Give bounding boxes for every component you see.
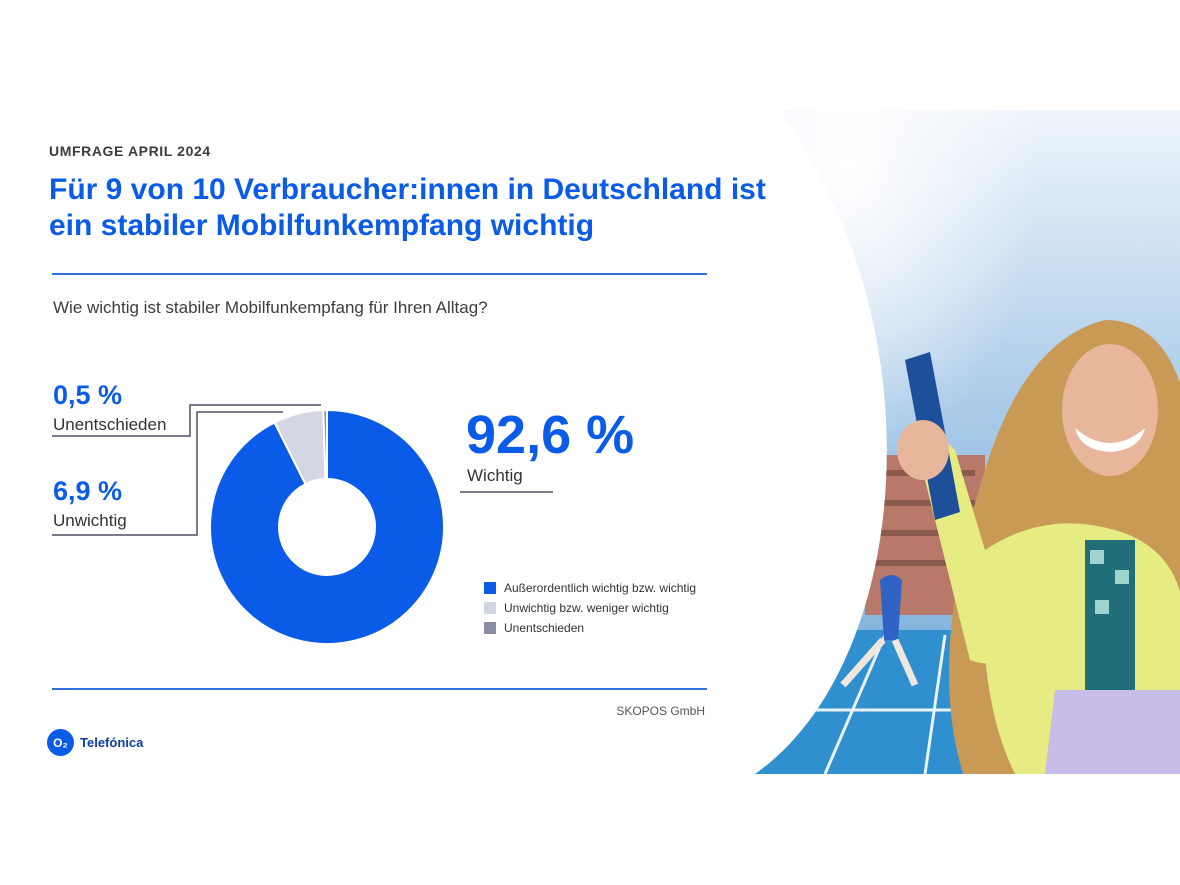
legend-swatch	[484, 602, 496, 614]
legend-item: Außerordentlich wichtig bzw. wichtig	[484, 578, 696, 598]
important-label: Wichtig	[467, 466, 523, 485]
callout-connectors	[52, 404, 553, 536]
undecided-label: Unentschieden	[53, 415, 167, 434]
logo-text: Telefónica	[80, 735, 144, 750]
unimportant-label: Unwichtig	[53, 511, 127, 530]
o2-logo-icon: O₂	[47, 729, 74, 756]
donut-slice-2	[322, 408, 328, 481]
legend-label: Unwichtig bzw. weniger wichtig	[504, 601, 669, 615]
telefonica-logo: O₂ Telefónica	[47, 729, 143, 756]
top-rule	[52, 273, 707, 275]
eyebrow: UMFRAGE APRIL 2024	[49, 143, 211, 159]
headline: Für 9 von 10 Verbraucher:innen in Deutsc…	[49, 173, 766, 242]
survey-question: Wie wichtig ist stabiler Mobilfunkempfan…	[53, 298, 488, 317]
legend-label: Außerordentlich wichtig bzw. wichtig	[504, 581, 697, 595]
unimportant-value: 6,9 %	[53, 476, 123, 506]
woman-with-phone-photo	[755, 110, 1180, 774]
legend: Außerordentlich wichtig bzw. wichtig Unw…	[484, 578, 696, 638]
legend-swatch	[484, 622, 496, 634]
undecided-value: 0,5 %	[53, 380, 123, 410]
legend-item: Unwichtig bzw. weniger wichtig	[484, 598, 696, 618]
bottom-rule	[52, 688, 707, 690]
connector-undecided	[52, 404, 321, 437]
source-note: SKOPOS GmbH	[616, 704, 705, 718]
connector-unimportant	[52, 411, 283, 536]
legend-item: Unentschieden	[484, 618, 696, 638]
donut-slice-0	[209, 408, 445, 645]
legend-label: Unentschieden	[504, 621, 585, 635]
legend-swatch	[484, 582, 496, 594]
important-value: 92,6 %	[466, 405, 635, 465]
donut-chart	[209, 408, 445, 645]
